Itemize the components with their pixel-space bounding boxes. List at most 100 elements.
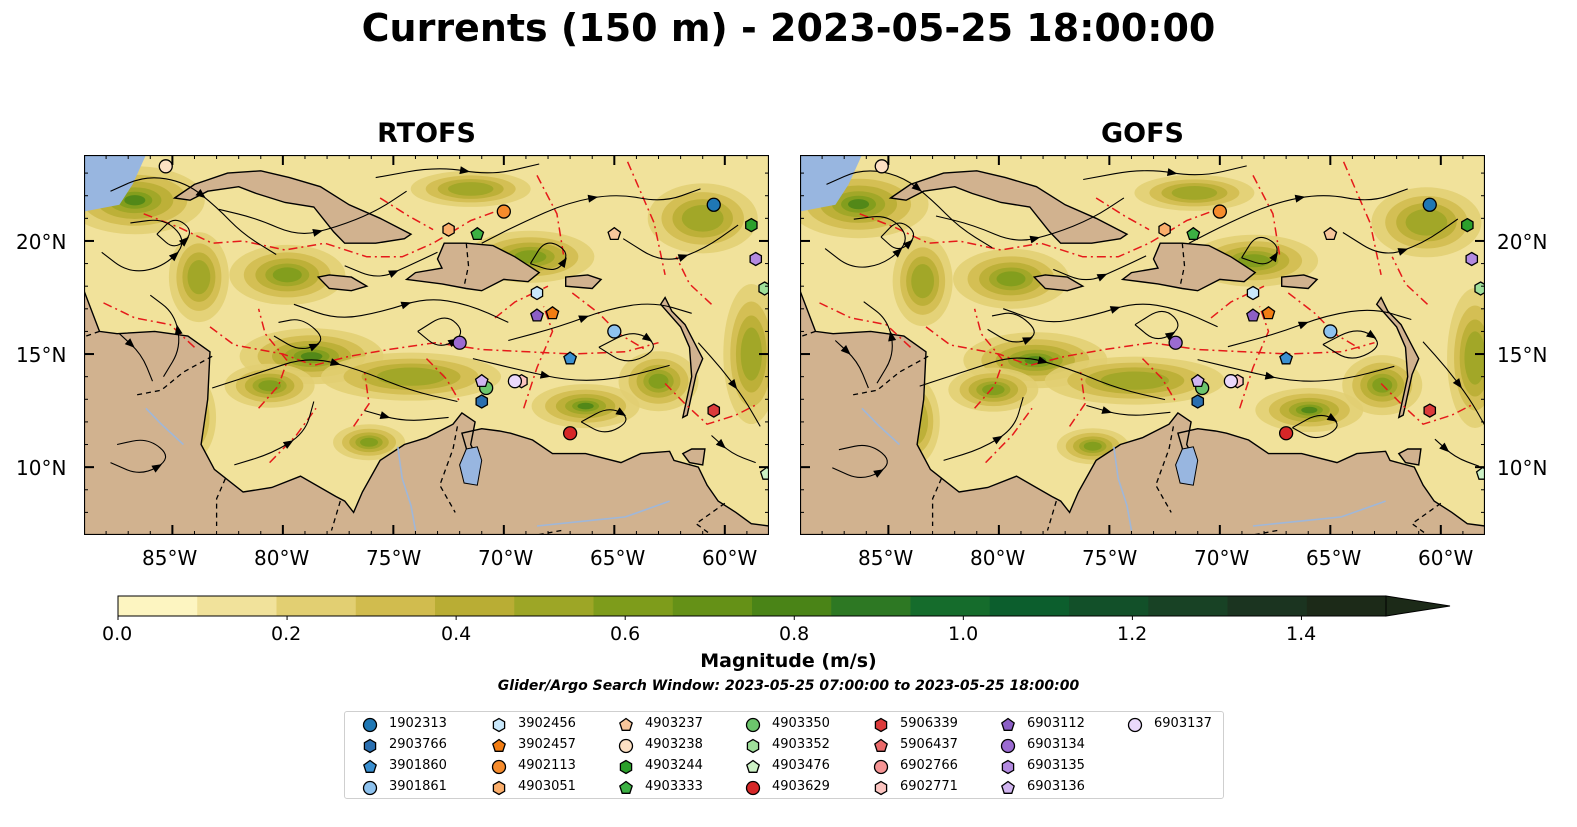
float-marker-3902457 <box>545 305 560 320</box>
legend-item-5906437: 5906437 <box>872 737 992 755</box>
eez-boundary <box>985 407 1033 464</box>
colorbar-segment <box>1227 596 1308 616</box>
streamline-arrow <box>312 229 323 237</box>
legend-item-1902313: 1902313 <box>361 716 481 734</box>
legend-label: 4903350 <box>772 716 830 731</box>
country-border <box>801 330 816 337</box>
legend-marker-5906339 <box>874 717 888 733</box>
float-marker-3901861 <box>1323 324 1338 339</box>
legend-marker-icon <box>1001 759 1015 775</box>
cbar-tick-2: 0.4 <box>441 623 472 645</box>
legend-marker-icon <box>492 738 506 752</box>
legend-label: 4903238 <box>645 737 703 752</box>
streamline-arrow <box>379 411 391 419</box>
legend-marker-6902771 <box>874 780 888 796</box>
land-area <box>1281 274 1319 290</box>
float-marker-6903112 <box>1246 308 1260 322</box>
current-speed-contour <box>187 260 211 295</box>
legend-item-6902766: 6902766 <box>872 758 992 776</box>
lon-tick-60-left: 60°W <box>702 546 758 570</box>
land-area <box>84 290 769 535</box>
streamline-arrow <box>1269 251 1278 263</box>
current-speed-contour <box>272 267 302 283</box>
eez-boundary <box>626 161 666 276</box>
colorbar-segment <box>435 596 515 616</box>
river-line <box>1252 500 1386 527</box>
cbar-tick-6: 1.2 <box>1117 623 1148 645</box>
legend-marker-6903137 <box>1127 717 1143 733</box>
land-area <box>1397 448 1422 466</box>
streamline-arrow <box>1022 337 1033 345</box>
legend-item-4903629: 4903629 <box>744 779 864 797</box>
country-border <box>463 243 470 287</box>
country-border <box>694 502 726 535</box>
legend-marker-2903766 <box>363 738 377 754</box>
streamline-arrow <box>282 440 294 449</box>
float-marker-4903333 <box>1186 226 1201 241</box>
float-marker-6903137 <box>507 374 523 389</box>
legend-item-4903476: 4903476 <box>744 758 864 776</box>
colorbar-segment <box>910 596 991 616</box>
float-marker-6903134 <box>452 335 467 350</box>
legend-marker-icon <box>746 738 760 754</box>
streamline-arrow <box>539 370 551 379</box>
float-marker-4903352 <box>1474 281 1485 296</box>
legend-item-4903244: 4903244 <box>617 758 737 776</box>
legend-marker-3901860 <box>363 759 377 773</box>
legend-item-3901860: 3901860 <box>361 758 481 776</box>
legend-marker-4903350 <box>745 717 761 733</box>
legend-marker-icon <box>492 717 506 733</box>
legend-item-3902457: 3902457 <box>490 737 610 755</box>
legend-marker-1902313 <box>362 717 378 733</box>
streamline-arrow <box>151 464 163 473</box>
streamline-arrow <box>1326 413 1338 422</box>
streamline-arrow <box>840 345 851 355</box>
legend-item-3901861: 3901861 <box>361 779 481 797</box>
streamline <box>826 170 993 249</box>
streamline-arrow <box>902 239 913 250</box>
legend-marker-4903238 <box>618 738 634 754</box>
legend-item-4903333: 4903333 <box>617 779 737 797</box>
lat-tick-15-left: 15°N <box>16 343 67 367</box>
streamline <box>101 219 183 272</box>
streamline <box>293 299 509 323</box>
legend-marker-6903135 <box>1001 759 1015 775</box>
colorbar-segment <box>1306 596 1387 616</box>
streamline <box>863 301 893 384</box>
current-speed-contour <box>848 199 870 210</box>
eez-boundary <box>664 382 759 426</box>
colorbar-segment <box>672 596 753 616</box>
streamline-arrow <box>174 324 183 335</box>
land-area <box>316 274 369 292</box>
eez-boundary <box>925 326 1375 367</box>
legend-marker-icon <box>873 759 889 775</box>
float-marker-4903051 <box>442 222 455 237</box>
figure-title: Currents (150 m) - 2023-05-25 18:00:00 <box>361 6 1216 50</box>
streamline <box>481 188 701 244</box>
legend-marker-4903629 <box>745 780 761 796</box>
legend-marker-icon <box>362 717 378 733</box>
streamline-arrow <box>400 301 412 310</box>
float-marker-4903476 <box>1475 466 1485 480</box>
legend-marker-icon <box>1001 717 1015 731</box>
float-marker-4903629 <box>562 426 578 441</box>
current-speed-contour <box>1100 371 1169 390</box>
lon-tick-70-right: 70°W <box>1194 546 1250 570</box>
map-panel-rtofs <box>84 155 769 535</box>
streamline-arrow <box>1037 356 1049 364</box>
land-area <box>1032 274 1085 292</box>
float-marker-6903134 <box>1168 335 1183 350</box>
current-speed-contour <box>1171 186 1218 200</box>
legend-marker-icon <box>491 759 507 775</box>
colorbar-segment <box>118 596 198 616</box>
legend-label: 4903476 <box>772 758 830 773</box>
streamline-arrow <box>1264 371 1276 380</box>
legend-item-3902456: 3902456 <box>490 716 610 734</box>
legend-marker-4903352 <box>746 738 760 754</box>
land-area <box>1375 296 1420 419</box>
float-marker-4903237 <box>607 226 622 241</box>
legend-label: 6903135 <box>1027 758 1085 773</box>
legend-item-6903136: 6903136 <box>999 779 1119 797</box>
lat-tick-10-right: 10°N <box>1497 456 1548 480</box>
legend-item-6903135: 6903135 <box>999 758 1119 776</box>
